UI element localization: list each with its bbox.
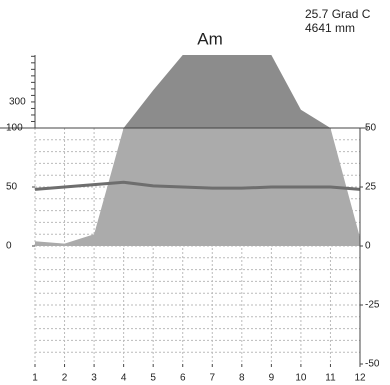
chart-title: Am	[197, 29, 223, 48]
x-tick-label: 9	[269, 373, 275, 384]
x-tick-label: 5	[150, 373, 156, 384]
x-tick-label: 12	[354, 373, 366, 384]
y2-tick-label: 0	[365, 241, 371, 252]
y-upper-tick-label: 300	[9, 97, 26, 108]
x-tick-label: 2	[62, 373, 68, 384]
x-tick-label: 10	[295, 373, 307, 384]
y2-tick-label: -50	[365, 359, 380, 370]
temperature-label: 25.7 Grad C	[305, 7, 371, 21]
x-tick-label: 8	[239, 373, 245, 384]
y-tick-label: 0	[6, 241, 12, 252]
x-tick-label: 3	[91, 373, 97, 384]
x-tick-label: 4	[121, 373, 127, 384]
precipitation-label: 4641 mm	[305, 21, 355, 35]
x-tick-label: 11	[325, 373, 336, 384]
x-tick-label: 7	[209, 373, 215, 384]
temperature-line	[34, 180, 361, 191]
y2-tick-label: -25	[365, 300, 380, 311]
y2-tick-label: 25	[365, 182, 377, 193]
y2-tick-label: 50	[365, 123, 377, 134]
y-tick-label: 100	[6, 123, 23, 134]
precipitation-upper-area	[35, 55, 360, 128]
y-tick-label: 50	[6, 182, 18, 193]
x-tick-label: 1	[32, 373, 38, 384]
x-tick-label: 6	[180, 373, 186, 384]
